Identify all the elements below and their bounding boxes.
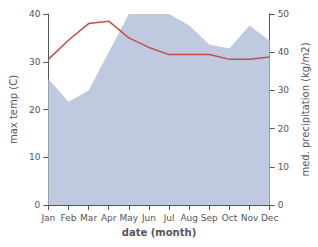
svg-text:max temp (C): max temp (C) (8, 75, 19, 144)
svg-text:40: 40 (29, 9, 41, 19)
svg-text:Nov: Nov (241, 213, 259, 223)
svg-text:30: 30 (278, 85, 290, 95)
svg-text:50: 50 (278, 9, 290, 19)
svg-text:Jun: Jun (141, 213, 156, 223)
svg-text:Jul: Jul (163, 213, 175, 223)
svg-text:20: 20 (29, 105, 41, 115)
svg-text:Sep: Sep (201, 213, 218, 223)
svg-text:40: 40 (278, 47, 290, 57)
svg-text:Mar: Mar (80, 213, 97, 223)
svg-text:0: 0 (35, 200, 41, 210)
svg-text:May: May (120, 213, 139, 223)
svg-text:10: 10 (29, 152, 41, 162)
svg-text:Aug: Aug (180, 213, 198, 223)
svg-text:Dec: Dec (261, 213, 278, 223)
svg-text:Jan: Jan (40, 213, 55, 223)
svg-text:20: 20 (278, 124, 290, 134)
svg-text:10: 10 (278, 162, 290, 172)
svg-text:0: 0 (278, 200, 284, 210)
svg-text:Feb: Feb (61, 213, 77, 223)
svg-text:Oct: Oct (222, 213, 238, 223)
svg-text:Apr: Apr (101, 213, 117, 223)
svg-text:date (month): date (month) (122, 227, 196, 238)
svg-text:30: 30 (29, 57, 41, 67)
svg-text:med. precipitation (kg/m2): med. precipitation (kg/m2) (300, 42, 311, 176)
